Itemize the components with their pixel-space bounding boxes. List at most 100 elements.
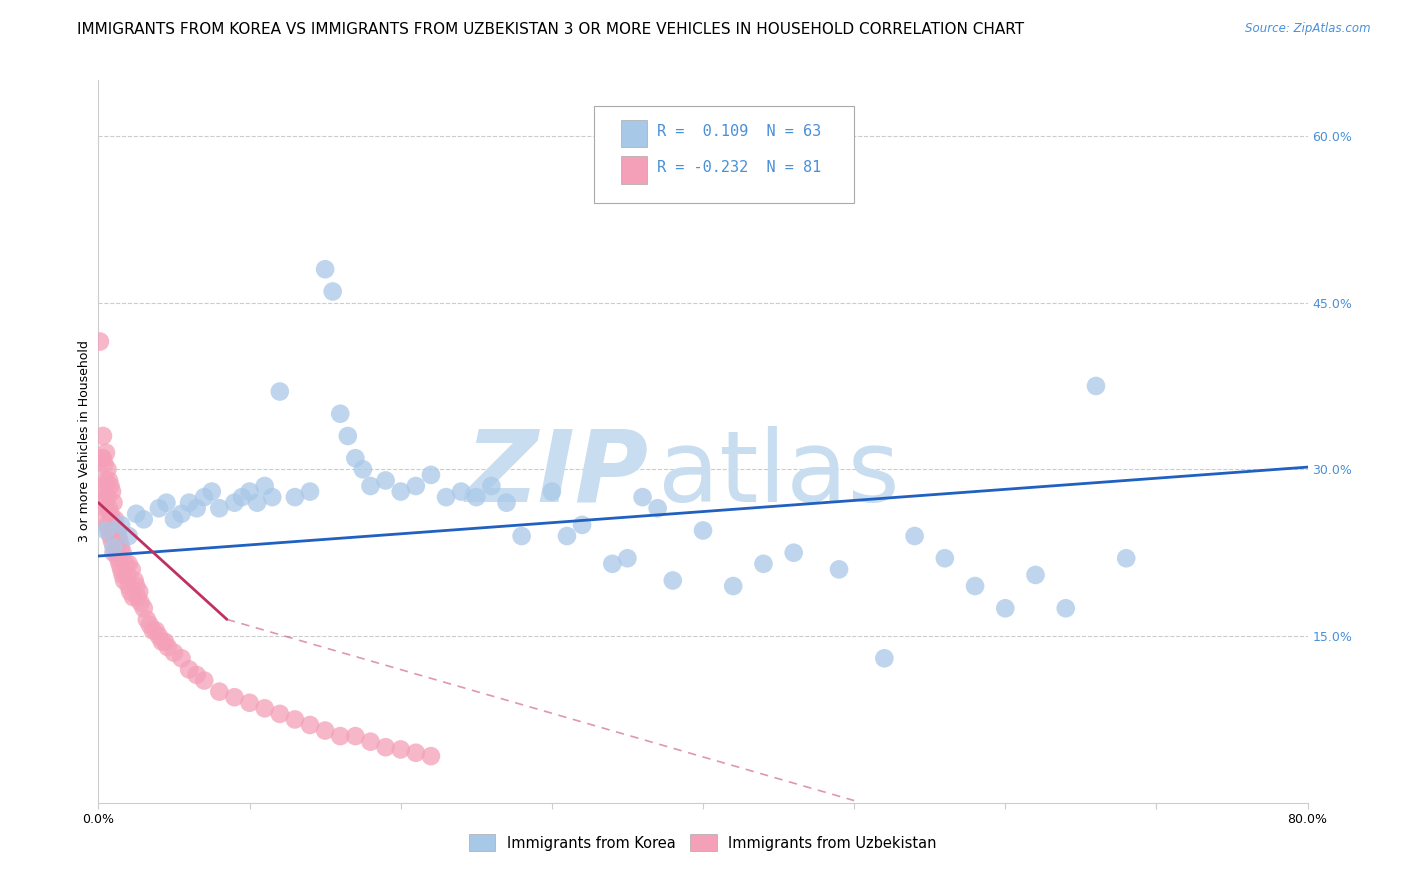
Point	[246, 496, 269, 510]
Point	[299, 718, 322, 732]
Legend: Immigrants from Korea, Immigrants from Uzbekistan: Immigrants from Korea, Immigrants from U…	[464, 829, 942, 857]
Point	[104, 534, 127, 549]
Point	[904, 529, 927, 543]
Point	[344, 451, 367, 466]
Point	[934, 551, 956, 566]
Point	[91, 479, 114, 493]
Point	[96, 490, 118, 504]
Point	[389, 484, 412, 499]
Point	[661, 574, 683, 588]
Point	[179, 496, 201, 510]
Point	[224, 496, 246, 510]
Point	[374, 740, 396, 755]
Point	[465, 490, 488, 504]
Point	[752, 557, 775, 571]
Point	[94, 524, 117, 538]
Point	[208, 684, 231, 698]
Point	[284, 490, 307, 504]
Point	[101, 484, 124, 499]
Point	[96, 517, 118, 532]
Point	[647, 501, 669, 516]
Point	[314, 723, 336, 738]
Point	[360, 734, 382, 748]
Point	[723, 579, 745, 593]
Point	[128, 584, 150, 599]
Point	[110, 562, 132, 576]
Point	[132, 601, 155, 615]
Point	[322, 285, 344, 299]
Point	[602, 557, 624, 571]
Point	[405, 479, 427, 493]
Point	[89, 334, 111, 349]
Point	[965, 579, 987, 593]
Point	[93, 512, 115, 526]
Point	[420, 467, 443, 482]
Point	[224, 690, 246, 705]
Point	[405, 746, 427, 760]
Point	[1085, 379, 1108, 393]
Point	[111, 546, 134, 560]
Point	[360, 479, 382, 493]
Point	[208, 501, 231, 516]
Point	[93, 484, 115, 499]
Point	[269, 384, 291, 399]
Point	[253, 479, 276, 493]
Point	[115, 568, 138, 582]
Point	[145, 624, 167, 638]
Point	[153, 634, 176, 648]
Text: IMMIGRANTS FROM KOREA VS IMMIGRANTS FROM UZBEKISTAN 3 OR MORE VEHICLES IN HOUSEH: IMMIGRANTS FROM KOREA VS IMMIGRANTS FROM…	[77, 22, 1025, 37]
Point	[555, 529, 578, 543]
Point	[495, 496, 517, 510]
Point	[186, 668, 208, 682]
Point	[118, 579, 141, 593]
Point	[100, 479, 122, 493]
Point	[150, 634, 173, 648]
Point	[111, 568, 134, 582]
Point	[374, 474, 396, 488]
Point	[104, 512, 127, 526]
Point	[103, 496, 125, 510]
Point	[481, 479, 503, 493]
Point	[105, 546, 128, 560]
Point	[139, 618, 162, 632]
Point	[91, 429, 114, 443]
Point	[96, 462, 118, 476]
Point	[179, 662, 201, 676]
Point	[253, 701, 276, 715]
Point	[352, 462, 374, 476]
Point	[284, 713, 307, 727]
Point	[186, 501, 208, 516]
Point	[129, 596, 152, 610]
Point	[231, 490, 253, 504]
Point	[94, 445, 117, 459]
Point	[344, 729, 367, 743]
Point	[170, 507, 193, 521]
Point	[692, 524, 714, 538]
Point	[420, 749, 443, 764]
FancyBboxPatch shape	[621, 120, 647, 147]
Point	[783, 546, 806, 560]
Point	[163, 646, 186, 660]
Point	[125, 507, 148, 521]
Point	[193, 673, 215, 688]
Point	[1024, 568, 1046, 582]
Point	[98, 501, 121, 516]
Text: Source: ZipAtlas.com: Source: ZipAtlas.com	[1246, 22, 1371, 36]
Point	[90, 496, 112, 510]
Point	[1115, 551, 1137, 566]
Point	[828, 562, 851, 576]
Point	[114, 557, 136, 571]
Point	[101, 512, 124, 526]
Point	[107, 529, 129, 543]
Point	[329, 407, 352, 421]
Point	[434, 490, 457, 504]
Point	[994, 601, 1017, 615]
Point	[103, 540, 125, 554]
Point	[156, 640, 179, 655]
Y-axis label: 3 or more Vehicles in Household: 3 or more Vehicles in Household	[79, 341, 91, 542]
Point	[540, 484, 562, 499]
Point	[201, 484, 224, 499]
Point	[98, 524, 121, 538]
Point	[90, 451, 112, 466]
Point	[110, 540, 132, 554]
